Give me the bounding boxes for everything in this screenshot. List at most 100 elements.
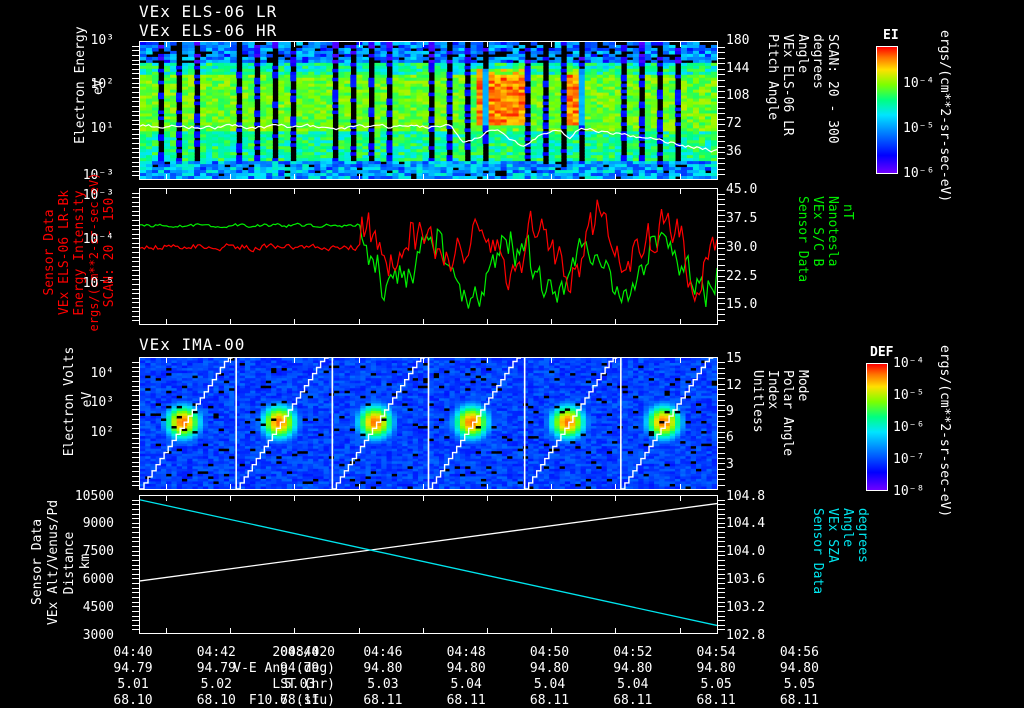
minor-tick [132, 311, 139, 313]
time-tick [166, 319, 167, 325]
minor-tick [718, 388, 725, 390]
minor-tick [718, 583, 725, 584]
time-tick [551, 495, 553, 501]
minor-tick [132, 596, 139, 598]
minor-tick [132, 624, 139, 626]
minor-tick [718, 415, 725, 417]
minor-tick [718, 259, 725, 261]
time-tick [615, 495, 617, 501]
panel1-right-label-2: Angle [795, 34, 810, 74]
panel1-right-label-0: Pitch Angle [765, 34, 780, 121]
table-cell-0-3: 04:46 [363, 645, 403, 660]
minor-tick [132, 54, 139, 56]
minor-tick [718, 420, 725, 422]
time-tick [422, 357, 424, 363]
time-tick [294, 357, 296, 363]
minor-tick [132, 573, 139, 575]
table-cell-0-0: 04:40 [113, 645, 153, 660]
panel1-spectrogram-svg [140, 42, 717, 179]
time-tick [166, 357, 167, 363]
minor-tick [718, 270, 725, 272]
minor-tick [718, 85, 725, 87]
minor-tick [718, 96, 725, 98]
table-row-label-1: V-E Ang (deg) [233, 661, 335, 676]
table-cell-1-5: 94.80 [529, 661, 570, 676]
minor-tick [132, 288, 139, 290]
minor-tick [132, 238, 139, 240]
minor-tick [718, 474, 725, 475]
minor-tick [132, 45, 139, 47]
minor-tick [718, 286, 725, 288]
minor-tick [132, 302, 139, 304]
panel2-rtick-2: 30.0 [726, 240, 758, 255]
minor-tick [132, 166, 139, 168]
minor-tick [132, 283, 139, 285]
minor-tick [132, 256, 139, 258]
panel2-right-label-0: Sensor Data [795, 196, 810, 283]
minor-tick [718, 442, 725, 444]
time-tick [422, 495, 424, 501]
minor-tick [132, 428, 139, 430]
panel1-rtick-3: 72 [726, 116, 742, 131]
table-cell-0-7: 04:54 [696, 645, 736, 660]
table-cell-2-2: 5.03 [283, 677, 316, 692]
minor-tick [132, 320, 139, 322]
minor-tick [132, 522, 139, 524]
table-cell-2-7: 5.05 [700, 677, 732, 692]
minor-tick [132, 447, 139, 449]
minor-tick [718, 452, 725, 454]
minor-tick [132, 461, 139, 463]
minor-tick [718, 242, 725, 244]
minor-tick [718, 220, 725, 222]
time-tick [679, 484, 681, 490]
minor-tick [132, 293, 139, 294]
minor-tick [718, 559, 725, 561]
panel3-plot[interactable] [139, 357, 718, 490]
minor-tick [132, 233, 139, 235]
panel1-plot[interactable] [139, 41, 718, 180]
panel2-ytick-0: 10⁻³ [82, 188, 114, 203]
table-cell-0-8: 04:56 [779, 645, 819, 660]
panel4-rtick-1: 104.4 [726, 516, 766, 531]
minor-tick [132, 409, 139, 411]
minor-tick [132, 229, 139, 231]
minor-tick [718, 308, 725, 310]
panel4-rtick-2: 104.0 [726, 544, 766, 559]
minor-tick [132, 210, 139, 212]
table-cell-3-0: 68.10 [113, 693, 153, 708]
panel1-title-lr: VEx ELS-06 LR [139, 2, 278, 21]
minor-tick [718, 68, 725, 70]
minor-tick [718, 447, 725, 449]
panel1-ytick-2: 10¹ [90, 121, 114, 136]
minor-tick [132, 105, 139, 107]
minor-tick [132, 559, 139, 561]
colorbar2-unit: ergs/(cm**2-sr-sec-eV) [937, 345, 952, 518]
minor-tick [718, 629, 725, 631]
panel4-plot[interactable] [139, 495, 718, 634]
minor-tick [718, 319, 725, 321]
panel2-rtick-1: 37.5 [726, 211, 758, 226]
time-tick [615, 628, 617, 634]
table-cell-1-3: 94.80 [363, 661, 403, 676]
minor-tick [718, 199, 725, 200]
panel4-rtick-4: 103.2 [726, 600, 766, 615]
panel4-traces-svg [140, 496, 717, 633]
minor-tick [132, 261, 139, 263]
panel3-spectrogram [140, 358, 717, 489]
panel2-left-label-0: Sensor Data [42, 209, 57, 296]
panel3-rtick-3: 6 [726, 430, 734, 445]
minor-tick [132, 592, 139, 594]
panel1-title-hr: VEx ELS-06 HR [139, 21, 278, 40]
table-cell-1-8: 94.80 [779, 661, 819, 676]
time-tick [230, 41, 232, 47]
minor-tick [718, 124, 725, 126]
minor-tick [718, 587, 725, 589]
time-tick [679, 357, 681, 363]
minor-tick [132, 555, 139, 557]
panel1-spectrogram [140, 42, 717, 179]
minor-tick [718, 550, 725, 552]
panel2-right-label-2: Nanotesla [825, 196, 840, 267]
panel2-plot[interactable] [139, 188, 718, 325]
minor-tick [718, 532, 725, 534]
minor-tick [718, 146, 725, 148]
